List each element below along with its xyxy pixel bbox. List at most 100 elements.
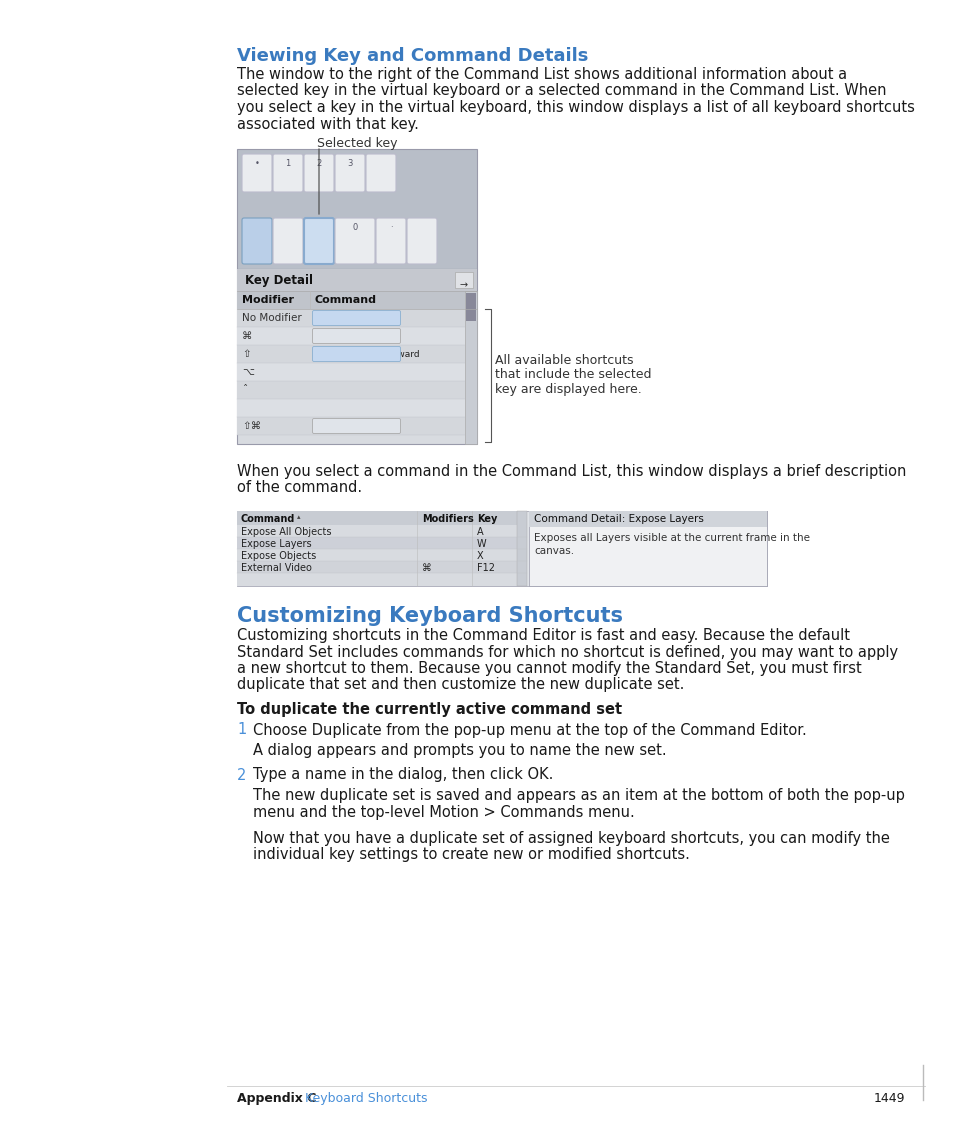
Text: 2: 2 bbox=[316, 159, 321, 168]
Text: Choose Duplicate from the pop-up menu at the top of the Command Editor.: Choose Duplicate from the pop-up menu at… bbox=[253, 722, 806, 737]
Text: 3: 3 bbox=[347, 159, 353, 168]
Text: The new duplicate set is saved and appears as an item at the bottom of both the : The new duplicate set is saved and appea… bbox=[253, 788, 904, 803]
Text: External Video: External Video bbox=[241, 563, 312, 572]
FancyBboxPatch shape bbox=[273, 218, 303, 264]
Text: W: W bbox=[476, 539, 486, 548]
Bar bbox=[236, 417, 464, 435]
Text: ⌥: ⌥ bbox=[242, 368, 253, 377]
Text: Type a name in the dialog, then click OK.: Type a name in the dialog, then click OK… bbox=[253, 767, 553, 782]
Text: Now that you have a duplicate set of assigned keyboard shortcuts, you can modify: Now that you have a duplicate set of ass… bbox=[253, 831, 889, 846]
FancyBboxPatch shape bbox=[407, 218, 436, 264]
Bar bbox=[236, 511, 526, 526]
Bar bbox=[236, 269, 476, 444]
Text: Standard Set includes commands for which no shortcut is defined, you may want to: Standard Set includes commands for which… bbox=[236, 645, 897, 660]
Text: Modifier: Modifier bbox=[242, 295, 294, 305]
Bar bbox=[236, 398, 464, 417]
Bar bbox=[236, 327, 464, 345]
Text: 1: 1 bbox=[285, 159, 291, 168]
Text: ⇧⌘: ⇧⌘ bbox=[242, 421, 261, 431]
Text: 1: 1 bbox=[236, 722, 246, 737]
Bar bbox=[464, 291, 476, 444]
Text: associated with that key.: associated with that key. bbox=[236, 117, 418, 132]
Text: A: A bbox=[476, 527, 483, 537]
Text: Command Detail: Expose Layers: Command Detail: Expose Layers bbox=[534, 514, 703, 524]
Bar bbox=[236, 511, 766, 586]
Bar bbox=[465, 293, 476, 321]
Text: duplicate that set and then customize the new duplicate set.: duplicate that set and then customize th… bbox=[236, 678, 683, 693]
Bar bbox=[529, 511, 766, 527]
Text: 0: 0 bbox=[352, 223, 357, 232]
Text: key are displayed here.: key are displayed here. bbox=[495, 384, 641, 396]
Text: To duplicate the currently active command set: To duplicate the currently active comman… bbox=[236, 702, 621, 717]
Bar bbox=[236, 548, 526, 561]
Bar bbox=[236, 526, 526, 537]
Text: selected key in the virtual keyboard or a selected command in the Command List. : selected key in the virtual keyboard or … bbox=[236, 84, 885, 98]
FancyBboxPatch shape bbox=[366, 153, 395, 192]
Text: you select a key in the virtual keyboard, this window displays a list of all key: you select a key in the virtual keyboard… bbox=[236, 100, 914, 115]
Text: ⌘: ⌘ bbox=[421, 563, 432, 572]
Text: Key: Key bbox=[476, 514, 497, 524]
FancyBboxPatch shape bbox=[313, 329, 400, 343]
Text: Expose Objects: Expose Objects bbox=[241, 551, 315, 561]
Text: Command: Command bbox=[241, 514, 295, 524]
Bar bbox=[236, 363, 464, 381]
Text: Key Detail: Key Detail bbox=[245, 274, 313, 287]
Text: 2: 2 bbox=[236, 767, 246, 782]
Text: that include the selected: that include the selected bbox=[495, 369, 651, 381]
Bar bbox=[236, 291, 476, 309]
Text: of the command.: of the command. bbox=[236, 481, 362, 496]
Text: Modifiers: Modifiers bbox=[421, 514, 474, 524]
Text: individual key settings to create new or modified shortcuts.: individual key settings to create new or… bbox=[253, 847, 689, 862]
Bar bbox=[236, 269, 476, 291]
FancyBboxPatch shape bbox=[313, 347, 400, 362]
Text: Go To Next Frame: Go To Next Frame bbox=[317, 314, 397, 323]
Text: Appendix C: Appendix C bbox=[236, 1092, 316, 1105]
FancyBboxPatch shape bbox=[375, 218, 406, 264]
Text: Expose Layers: Expose Layers bbox=[241, 539, 312, 548]
Text: Customizing shortcuts in the Command Editor is fast and easy. Because the defaul: Customizing shortcuts in the Command Edi… bbox=[236, 627, 849, 643]
Text: 1449: 1449 bbox=[873, 1092, 904, 1105]
FancyBboxPatch shape bbox=[242, 153, 272, 192]
Text: Exposes all Layers visible at the current frame in the: Exposes all Layers visible at the curren… bbox=[534, 534, 809, 543]
Text: X: X bbox=[476, 551, 483, 561]
Text: Viewing Key and Command Details: Viewing Key and Command Details bbox=[236, 47, 588, 65]
FancyBboxPatch shape bbox=[273, 153, 303, 192]
Text: The window to the right of the Command List shows additional information about a: The window to the right of the Command L… bbox=[236, 68, 846, 82]
Bar bbox=[517, 511, 526, 586]
Bar bbox=[236, 537, 526, 548]
Text: a new shortcut to them. Because you cannot modify the Standard Set, you must fir: a new shortcut to them. Because you cann… bbox=[236, 661, 861, 676]
Text: ⇧: ⇧ bbox=[242, 349, 251, 360]
Text: Customizing Keyboard Shortcuts: Customizing Keyboard Shortcuts bbox=[236, 606, 622, 626]
Text: ˆ: ˆ bbox=[242, 385, 247, 395]
Text: ▴: ▴ bbox=[296, 514, 300, 520]
FancyBboxPatch shape bbox=[335, 153, 365, 192]
Text: Selected key: Selected key bbox=[316, 137, 397, 150]
Bar bbox=[236, 561, 526, 572]
FancyBboxPatch shape bbox=[304, 218, 334, 264]
FancyBboxPatch shape bbox=[335, 218, 375, 264]
Text: Command: Command bbox=[314, 295, 376, 305]
Text: F12: F12 bbox=[476, 563, 495, 572]
Bar bbox=[236, 309, 464, 327]
FancyBboxPatch shape bbox=[313, 419, 400, 434]
Text: Nudge Right More: Nudge Right More bbox=[317, 423, 399, 431]
Bar bbox=[236, 345, 464, 363]
Bar bbox=[236, 381, 464, 398]
Text: Go 10 Frames Forward: Go 10 Frames Forward bbox=[317, 350, 419, 360]
Text: No Modifier: No Modifier bbox=[242, 313, 301, 323]
Text: ⌘: ⌘ bbox=[242, 331, 253, 341]
FancyBboxPatch shape bbox=[313, 310, 400, 325]
Bar bbox=[236, 149, 476, 269]
Text: ·: · bbox=[389, 223, 392, 232]
Text: Keyboard Shortcuts: Keyboard Shortcuts bbox=[305, 1092, 427, 1105]
Text: •: • bbox=[254, 159, 259, 168]
FancyBboxPatch shape bbox=[242, 218, 272, 264]
Text: →: → bbox=[459, 281, 468, 290]
Text: A dialog appears and prompts you to name the new set.: A dialog appears and prompts you to name… bbox=[253, 743, 666, 758]
Text: canvas.: canvas. bbox=[534, 546, 574, 556]
Bar bbox=[529, 511, 766, 586]
Text: Nudge Right: Nudge Right bbox=[317, 332, 375, 341]
Text: Expose All Objects: Expose All Objects bbox=[241, 527, 331, 537]
Text: menu and the top-level Motion > Commands menu.: menu and the top-level Motion > Commands… bbox=[253, 805, 634, 820]
Text: All available shortcuts: All available shortcuts bbox=[495, 354, 633, 366]
